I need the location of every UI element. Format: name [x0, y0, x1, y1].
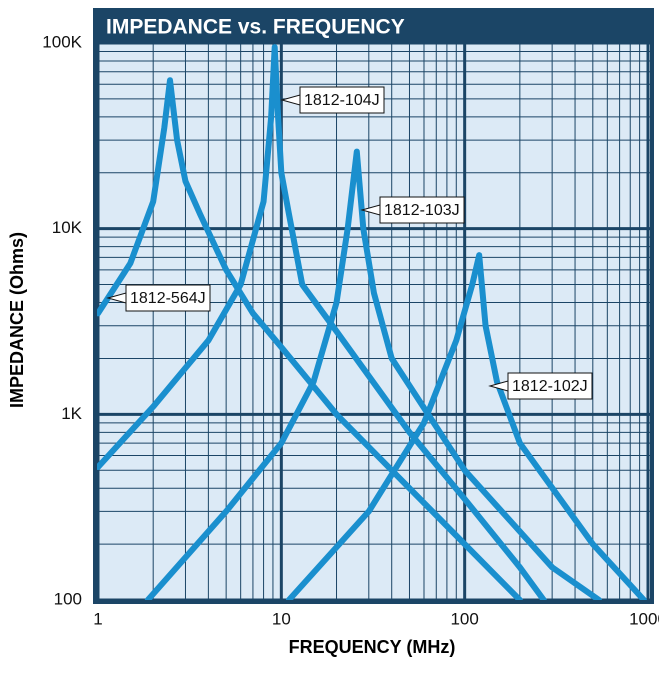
x-tick-label: 10 [272, 609, 291, 628]
series-label: 1812-564J [130, 290, 206, 307]
curve [285, 252, 647, 600]
label-box [379, 196, 465, 224]
label-pointer [106, 292, 127, 304]
series-label: 1812-103J [384, 202, 460, 219]
y-tick-label: 100 [54, 589, 82, 608]
label-box [507, 372, 593, 400]
labels: 1812-564J 1812-104J 1812-103J 1812-102J [106, 86, 593, 400]
label-box [299, 86, 385, 114]
label-box [125, 284, 211, 312]
series-label: 1812-102J [512, 378, 588, 395]
title-bar [95, 10, 652, 43]
label-pointer [488, 380, 509, 392]
curve [144, 148, 602, 600]
label-pointer [280, 94, 301, 106]
y-tick-label: 100K [42, 32, 82, 51]
x-tick-label: 1000 [629, 609, 659, 628]
y-tick-label: 1K [61, 404, 82, 423]
x-axis-label: FREQUENCY (MHz) [289, 637, 456, 657]
y-axis-label: IMPEDANCE (Ohms) [7, 232, 27, 408]
y-tick-label: 10K [52, 218, 83, 237]
curve [97, 44, 547, 600]
chart-title: IMPEDANCE vs. FREQUENCY [106, 16, 405, 39]
curve [97, 77, 523, 600]
x-tick-label: 1 [93, 609, 102, 628]
curves [97, 44, 647, 600]
plot-frame [93, 8, 654, 604]
series-label: 1812-104J [304, 92, 380, 109]
x-tick-label: 100 [450, 609, 478, 628]
label-pointer [360, 204, 381, 216]
